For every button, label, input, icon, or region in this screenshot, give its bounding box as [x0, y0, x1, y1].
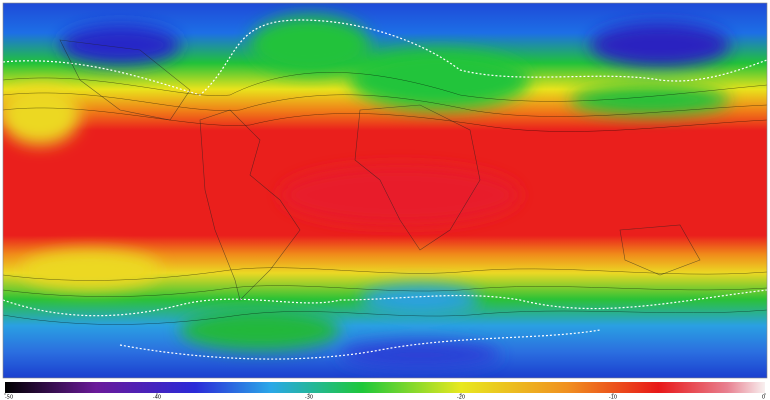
colorbar-tick-label: -20	[457, 395, 465, 400]
colorbar-tick-label: -30	[305, 395, 313, 400]
colorbar: -50 -40 -30 -20 -10 0	[4, 382, 766, 400]
colorbar-tick-label: -50	[5, 395, 13, 400]
colorbar-tick-label: 0	[762, 395, 765, 400]
map-frame	[2, 2, 768, 379]
colorbar-tick-label: -40	[153, 395, 161, 400]
colorbar-gradient	[5, 382, 765, 393]
colorbar-tick-label: -10	[609, 395, 617, 400]
temperature-field	[3, 3, 767, 378]
